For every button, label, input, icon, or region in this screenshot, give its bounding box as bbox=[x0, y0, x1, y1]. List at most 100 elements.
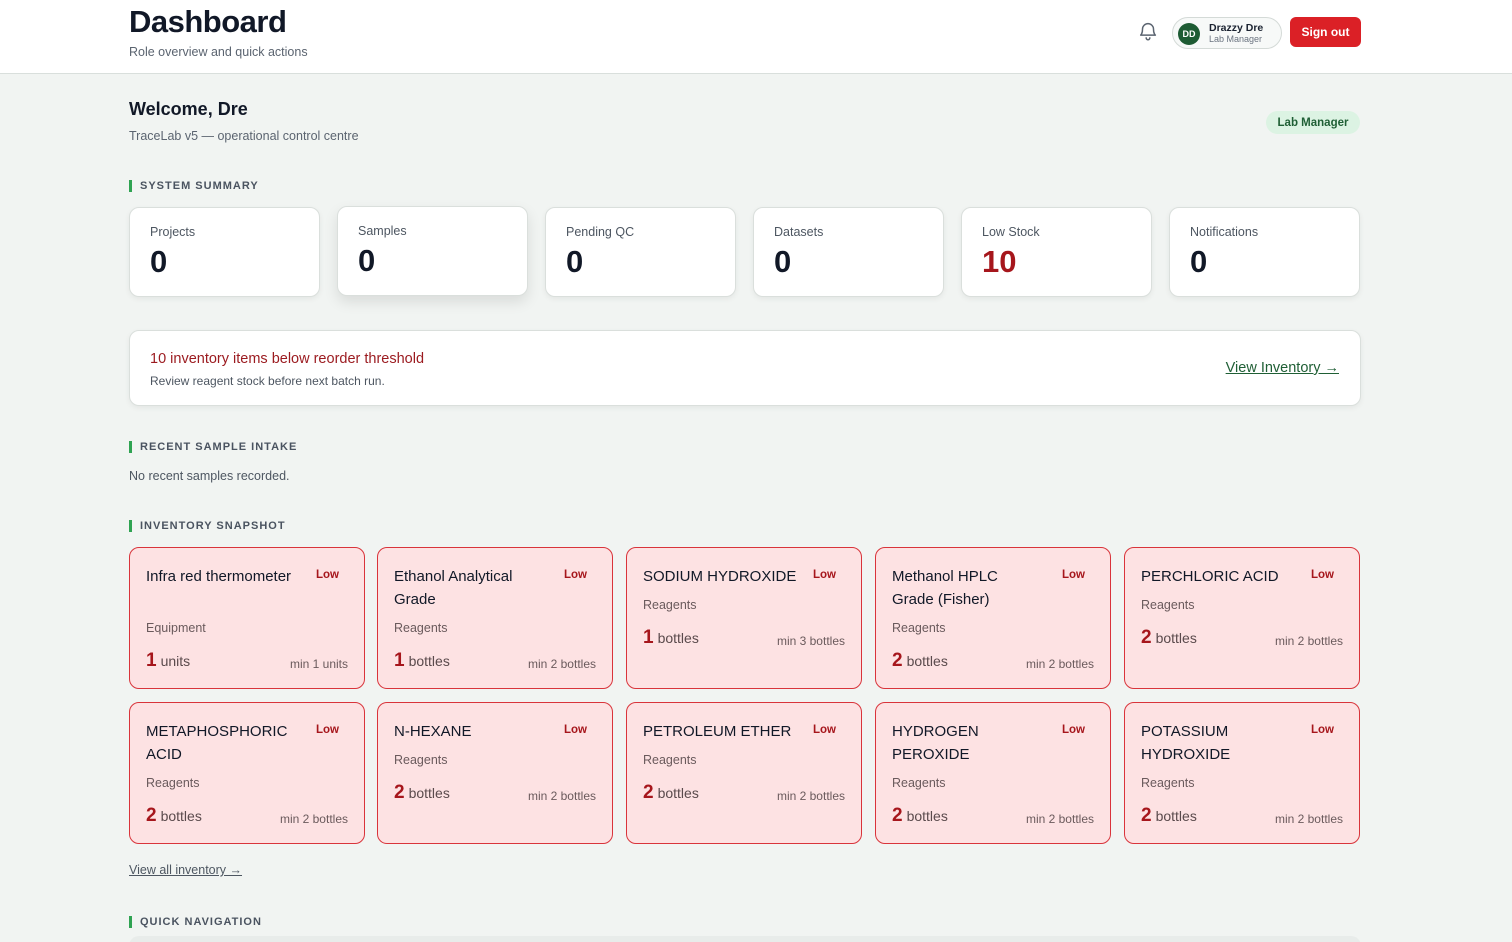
stat-label: Projects bbox=[150, 225, 196, 239]
avatar: DD bbox=[1178, 23, 1200, 45]
inventory-min: min 2 bottles bbox=[527, 657, 596, 671]
user-menu[interactable]: DD Drazzy Dre Lab Manager bbox=[1172, 17, 1282, 49]
stat-card-projects[interactable]: Projects 0 bbox=[129, 207, 320, 297]
inventory-min: min 3 bottles bbox=[776, 634, 845, 648]
inventory-category: Equipment bbox=[146, 621, 206, 635]
welcome-subtitle: TraceLab v5 — operational control centre bbox=[129, 129, 359, 143]
inventory-min: min 2 bottles bbox=[279, 812, 348, 826]
inventory-min: min 2 bottles bbox=[1025, 657, 1094, 671]
stat-label: Datasets bbox=[774, 225, 824, 239]
role-badge: Lab Manager bbox=[1266, 111, 1360, 134]
inventory-name: SODIUM HYDROXIDE bbox=[643, 568, 797, 585]
inventory-card[interactable]: HYDROGEN PEROXIDE Low Reagents 2 bottles … bbox=[875, 702, 1111, 844]
stat-value: 0 bbox=[358, 243, 376, 278]
inventory-category: Reagents bbox=[892, 776, 946, 790]
inventory-quantity: 1 units bbox=[146, 650, 191, 671]
low-badge: Low bbox=[813, 569, 836, 581]
alert-title: 10 inventory items below reorder thresho… bbox=[150, 351, 425, 367]
stat-value: 0 bbox=[1190, 244, 1208, 279]
inventory-card[interactable]: METAPHOSPHORIC ACID Low Reagents 2 bottle… bbox=[129, 702, 365, 844]
inventory-card[interactable]: POTASSIUM HYDROXIDE Low Reagents 2 bottle… bbox=[1124, 702, 1360, 844]
empty-samples-text: No recent samples recorded. bbox=[129, 469, 290, 483]
inventory-category: Reagents bbox=[146, 776, 200, 790]
inventory-quantity: 2 bottles bbox=[892, 805, 948, 826]
stat-card-low-stock[interactable]: Low Stock 10 bbox=[961, 207, 1152, 297]
inventory-card[interactable]: N-HEXANE Low Reagents 2 bottles min 2 bot… bbox=[377, 702, 613, 844]
inventory-name: POTASSIUM HYDROXIDE bbox=[1141, 723, 1231, 763]
inventory-card[interactable]: Methanol HPLC Grade (Fisher) Low Reagent… bbox=[875, 547, 1111, 689]
user-name: Drazzy Dre bbox=[1209, 22, 1264, 34]
inventory-min: min 2 bottles bbox=[1274, 634, 1343, 648]
inventory-quantity: 2 bottles bbox=[394, 782, 450, 803]
low-badge: Low bbox=[564, 724, 587, 736]
inventory-card[interactable]: Infra red thermometer Low Equipment 1 uni… bbox=[129, 547, 365, 689]
stat-value: 10 bbox=[982, 244, 1017, 279]
inventory-category: Reagents bbox=[394, 753, 448, 767]
welcome-title: Welcome, Dre bbox=[129, 99, 248, 119]
low-badge: Low bbox=[316, 724, 339, 736]
bell-icon[interactable] bbox=[1137, 20, 1159, 42]
stat-value: 0 bbox=[566, 244, 584, 279]
page-title: Dashboard bbox=[129, 4, 287, 39]
low-badge: Low bbox=[813, 724, 836, 736]
inventory-name: PERCHLORIC ACID bbox=[1141, 568, 1279, 585]
inventory-name: PETROLEUM ETHER bbox=[643, 723, 792, 740]
view-all-inventory-link[interactable]: View all inventory → bbox=[129, 863, 243, 877]
stat-value: 0 bbox=[774, 244, 792, 279]
inventory-name: Methanol HPLC Grade (Fisher) bbox=[892, 568, 998, 608]
inventory-min: min 2 bottles bbox=[527, 789, 596, 803]
inventory-category: Reagents bbox=[643, 753, 697, 767]
stat-card-notifications[interactable]: Notifications 0 bbox=[1169, 207, 1360, 297]
inventory-min: min 2 bottles bbox=[1025, 812, 1094, 826]
stat-label: Low Stock bbox=[982, 225, 1040, 239]
inventory-category: Reagents bbox=[1141, 598, 1195, 612]
inventory-quantity: 2 bottles bbox=[146, 805, 202, 826]
inventory-name: METAPHOSPHORIC ACID bbox=[146, 723, 288, 763]
inventory-card[interactable]: PERCHLORIC ACID Low Reagents 2 bottles mi… bbox=[1124, 547, 1360, 689]
user-role: Lab Manager bbox=[1209, 34, 1263, 44]
stat-value: 0 bbox=[150, 244, 168, 279]
low-badge: Low bbox=[1062, 724, 1085, 736]
inventory-name: HYDROGEN PEROXIDE bbox=[892, 723, 979, 763]
inventory-category: Reagents bbox=[1141, 776, 1195, 790]
inventory-quantity: 2 bottles bbox=[643, 782, 699, 803]
section-quick-navigation: QUICK NAVIGATION bbox=[129, 916, 262, 928]
sign-out-button[interactable]: Sign out bbox=[1290, 17, 1361, 47]
inventory-name: Ethanol Analytical Grade bbox=[394, 568, 513, 608]
alert-subtitle: Review reagent stock before next batch r… bbox=[150, 374, 385, 388]
inventory-card[interactable]: SODIUM HYDROXIDE Low Reagents 1 bottles m… bbox=[626, 547, 862, 689]
inventory-category: Reagents bbox=[892, 621, 946, 635]
section-inventory-snapshot: INVENTORY SNAPSHOT bbox=[129, 520, 286, 532]
inventory-name: Infra red thermometer bbox=[146, 568, 292, 585]
stat-card-samples[interactable]: Samples 0 bbox=[337, 206, 528, 296]
inventory-quantity: 2 bottles bbox=[1141, 627, 1197, 648]
low-stock-alert: 10 inventory items below reorder thresho… bbox=[129, 330, 1361, 406]
inventory-quantity: 2 bottles bbox=[1141, 805, 1197, 826]
low-badge: Low bbox=[1062, 569, 1085, 581]
inventory-min: min 2 bottles bbox=[776, 789, 845, 803]
stat-card-pending-qc[interactable]: Pending QC 0 bbox=[545, 207, 736, 297]
inventory-min: min 2 bottles bbox=[1274, 812, 1343, 826]
low-badge: Low bbox=[316, 569, 339, 581]
low-badge: Low bbox=[564, 569, 587, 581]
stat-card-datasets[interactable]: Datasets 0 bbox=[753, 207, 944, 297]
page-subtitle: Role overview and quick actions bbox=[129, 45, 308, 59]
quick-navigation-panel bbox=[129, 936, 1361, 942]
top-header: Dashboard Role overview and quick action… bbox=[0, 0, 1512, 74]
inventory-category: Reagents bbox=[394, 621, 448, 635]
stat-label: Samples bbox=[358, 224, 407, 238]
inventory-quantity: 1 bottles bbox=[394, 650, 450, 671]
inventory-card[interactable]: PETROLEUM ETHER Low Reagents 2 bottles mi… bbox=[626, 702, 862, 844]
low-badge: Low bbox=[1311, 724, 1334, 736]
stat-label: Notifications bbox=[1190, 225, 1259, 239]
section-recent-sample-intake: RECENT SAMPLE INTAKE bbox=[129, 441, 297, 453]
low-badge: Low bbox=[1311, 569, 1334, 581]
inventory-quantity: 2 bottles bbox=[892, 650, 948, 671]
inventory-min: min 1 units bbox=[289, 657, 348, 671]
section-system-summary: SYSTEM SUMMARY bbox=[129, 180, 259, 192]
inventory-category: Reagents bbox=[643, 598, 697, 612]
inventory-name: N-HEXANE bbox=[394, 723, 472, 740]
view-inventory-link[interactable]: View Inventory → bbox=[1225, 360, 1339, 376]
stat-label: Pending QC bbox=[566, 225, 635, 239]
